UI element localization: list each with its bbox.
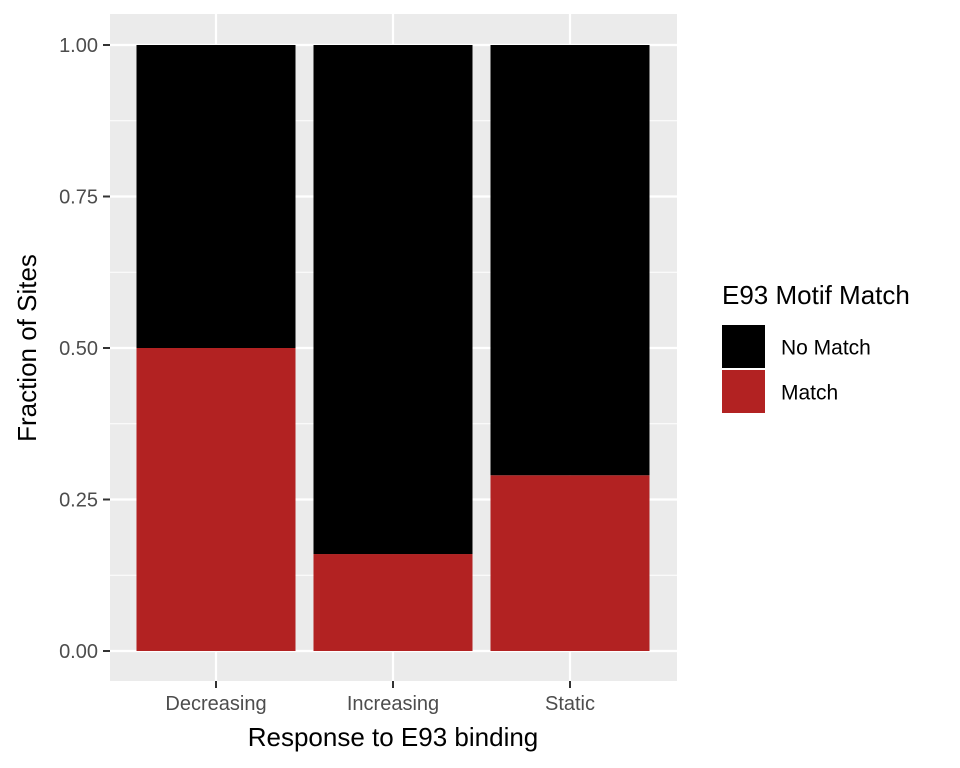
bar-increasing-match [313,554,473,651]
y-tick-label: 0.25 [59,490,98,512]
legend: E93 Motif Match No Match Match [722,280,910,413]
y-tick-label: 0.50 [59,338,98,360]
y-tick-label: 0.00 [59,641,98,663]
legend-entries: No Match Match [722,325,871,413]
legend-label: No Match [781,337,871,360]
bar-increasing-no-match [313,45,473,555]
bar-decreasing-no-match [136,45,296,348]
bar-static-match [490,475,650,651]
bar-static-no-match [490,45,650,476]
x-axis: Decreasing Increasing Static [165,681,595,715]
legend-key-no-match [722,325,765,368]
legend-label: Match [781,382,838,405]
x-tick-label: Static [545,693,595,715]
legend-key-match [722,370,765,413]
legend-title: E93 Motif Match [722,280,910,310]
y-tick-label: 0.75 [59,187,98,209]
y-axis-title: Fraction of Sites [12,254,42,442]
x-tick-label: Increasing [347,693,439,715]
y-tick-label: 1.00 [59,35,98,57]
y-axis: 0.00 0.25 0.50 0.75 1.00 [59,35,110,663]
bar-decreasing-match [136,348,296,651]
bars [136,45,650,651]
x-tick-label: Decreasing [165,693,266,715]
x-axis-title: Response to E93 binding [248,722,539,752]
